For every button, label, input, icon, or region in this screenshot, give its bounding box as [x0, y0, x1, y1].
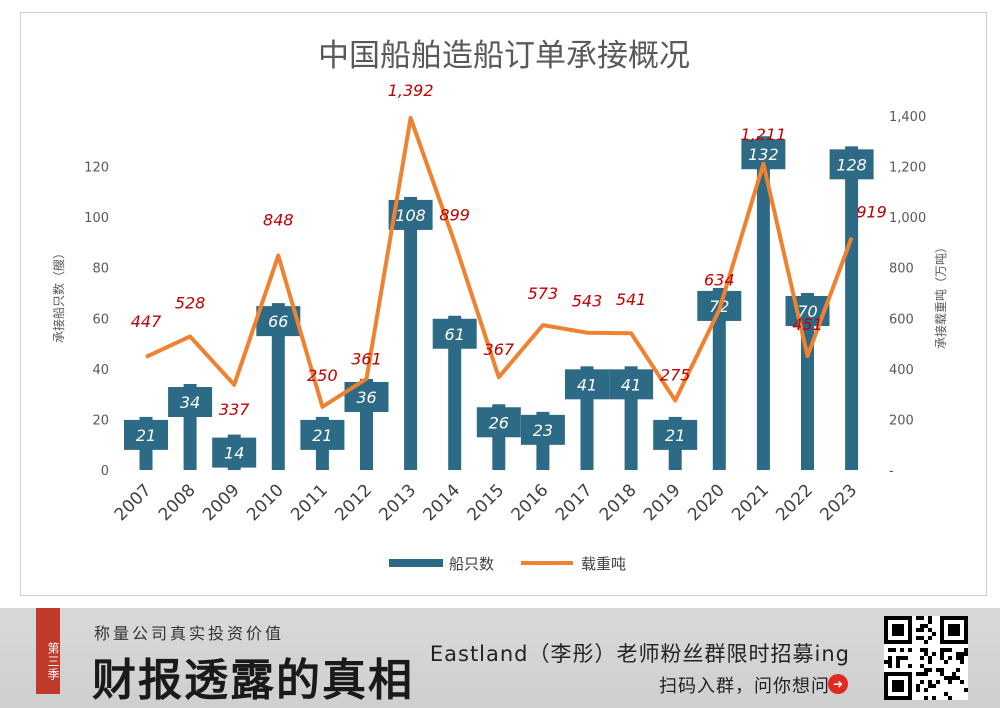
promo-text: Eastland（李彤）老师粉丝群限时招募ing: [429, 642, 850, 666]
left-axis-tick: 20: [92, 413, 109, 428]
line-value-label: 919: [856, 203, 887, 222]
left-axis-tick: 60: [92, 312, 109, 327]
x-axis-tick: 2012: [331, 480, 376, 525]
bar-value-label: 21: [312, 426, 332, 445]
bar-2010: [271, 303, 285, 470]
line-value-label: 1,211: [740, 125, 786, 144]
bar-value-label: 36: [356, 388, 376, 407]
right-axis-tick: 1,200: [889, 161, 926, 176]
line-series-tonnage: [145, 116, 854, 409]
legend-swatch-bars: [389, 559, 443, 567]
bar-2020: [712, 287, 726, 470]
right-axis-tick: 800: [889, 262, 914, 277]
line-value-label: 1,392: [388, 81, 434, 100]
left-axis-tick: 100: [84, 211, 109, 226]
left-axis-title: 承接船只数（艘）: [51, 247, 66, 343]
bar-value-label: 132: [748, 145, 779, 164]
bar-value-label: 26: [489, 413, 509, 432]
bar-value-label: 41: [577, 375, 597, 394]
qr-code-icon[interactable]: [884, 616, 968, 700]
season-tag: 第三季: [36, 608, 60, 694]
x-axis-tick: 2015: [464, 480, 509, 525]
bar-value-label: 21: [136, 426, 156, 445]
x-axis-tick: 2011: [287, 480, 332, 525]
promo-cta-text[interactable]: 扫码入群，问你想问: [659, 676, 830, 697]
right-axis-title: 承接载重吨（万吨）: [933, 241, 948, 349]
x-axis-tick: 2019: [640, 480, 685, 525]
bar-value-label: 41: [621, 375, 641, 394]
x-axis-tick: 2010: [243, 480, 288, 525]
right-axis-tick: -: [889, 464, 894, 479]
line-value-label: 634: [704, 271, 735, 290]
right-axis-tick: 1,400: [889, 110, 926, 125]
line-value-label: 543: [572, 292, 603, 311]
banner-main-title: 财报透露的真相: [92, 655, 414, 706]
line-value-label: 337: [219, 400, 250, 419]
bar-2021: [756, 136, 770, 470]
legend-label: 载重吨: [581, 555, 626, 573]
bar-2013: [404, 196, 418, 470]
bar-label-box: [653, 419, 698, 450]
bar-label-box: [476, 407, 521, 438]
bar-label-box: [565, 369, 609, 400]
line-value-label: 361: [351, 350, 382, 369]
x-axis-tick: 2014: [420, 480, 465, 525]
right-axis-tick: 1,000: [889, 211, 926, 226]
line-value-label: 899: [439, 206, 470, 225]
chart-svg: 中国船舶造船订单承接概况 0 20 40 60 80 100 120 - 200 400 600 800…: [51, 38, 948, 573]
bar-value-label: 66: [268, 312, 288, 331]
bar-value-label: 14: [224, 444, 244, 463]
line-value-label: 573: [528, 284, 559, 303]
banner-subtitle: 称量公司真实投资价值: [94, 624, 285, 643]
x-axis-tick: 2016: [508, 480, 553, 525]
bar-label-box: [829, 149, 874, 180]
bar-label-box: [609, 369, 654, 400]
bar-label-box: [300, 419, 345, 450]
left-axis-tick: 120: [84, 161, 109, 176]
line-value-label: 447: [131, 312, 162, 331]
arrow-right-circle-icon[interactable]: ➜: [828, 674, 848, 694]
line-value-label: 528: [175, 293, 206, 312]
bar-value-label: 23: [533, 421, 553, 440]
promo-banner: 第三季 称量公司真实投资价值 财报透露的真相 Eastland（李彤）老师粉丝群…: [0, 608, 1000, 708]
line-value-label: 451: [792, 315, 823, 334]
bar-label-box: [124, 419, 168, 450]
right-axis-tick: 400: [889, 363, 914, 378]
left-axis-tick: 0: [101, 464, 109, 479]
bar-label-box: [212, 437, 257, 468]
x-axis-tick: 2021: [728, 480, 773, 525]
bar-label-box: [168, 387, 213, 418]
right-axis-tick: 600: [889, 312, 914, 327]
x-axis-tick: 2017: [552, 480, 597, 525]
line-value-label: 275: [660, 365, 691, 384]
x-axis-tick: 2009: [199, 480, 244, 525]
x-axis-tick: 2022: [772, 480, 817, 525]
line-value-label: 541: [616, 290, 647, 309]
x-axis-tick: 2008: [155, 480, 200, 525]
bar-value-label: 70: [797, 302, 817, 321]
line-value-label: 250: [307, 366, 338, 385]
bar-label-box: [520, 414, 565, 445]
right-axis-tick: 200: [889, 413, 914, 428]
bar-label-box: [432, 318, 477, 349]
bar-value-label: 34: [180, 393, 200, 412]
bar-value-label: 128: [836, 155, 867, 174]
chart-container: 中国船舶造船订单承接概况 0 20 40 60 80 100 120 - 200 400 600 800…: [20, 12, 987, 596]
bar-2014: [448, 315, 462, 470]
x-axis-tick: 2007: [111, 480, 156, 525]
left-axis-tick: 80: [92, 262, 109, 277]
bar-value-label: 61: [445, 325, 465, 344]
x-axis-tick: 2013: [375, 480, 420, 525]
bar-value-label: 108: [395, 206, 426, 225]
left-axis-tick: 40: [92, 363, 109, 378]
x-axis-tick: 2020: [684, 480, 729, 525]
x-axis-tick: 2018: [596, 480, 641, 525]
bar-value-label: 21: [665, 426, 685, 445]
bar-2023: [845, 146, 859, 471]
legend-label: 船只数: [449, 555, 494, 573]
chart-title: 中国船舶造船订单承接概况: [318, 38, 690, 74]
line-value-label: 367: [484, 340, 515, 359]
x-axis-tick: 2023: [816, 480, 861, 525]
line-value-label: 848: [263, 211, 294, 230]
